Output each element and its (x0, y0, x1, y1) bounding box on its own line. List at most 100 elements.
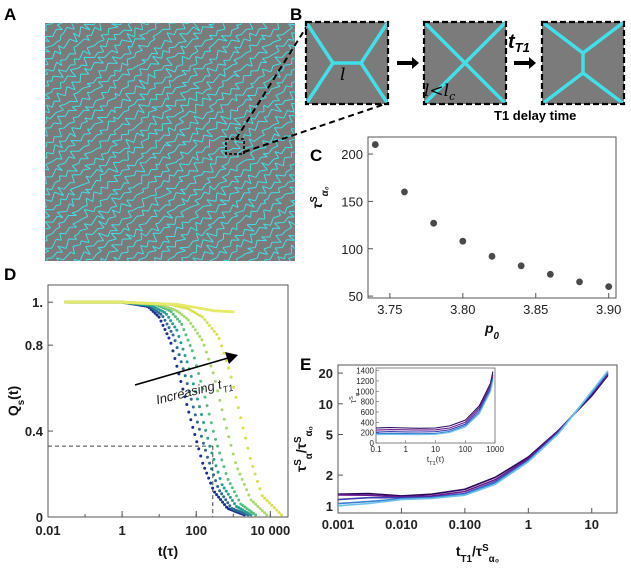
chart-d-point (258, 506, 262, 510)
chart-d-point (241, 426, 245, 430)
chart-e-xtick: 10 (585, 517, 599, 532)
zoom-line-top (235, 25, 308, 140)
chart-d-point (251, 465, 255, 469)
cell-edges (45, 23, 295, 261)
chart-d-point (213, 437, 217, 441)
chart-d-point (165, 312, 169, 316)
chart-d-point (195, 397, 199, 401)
chart-c-ylabel: τSα₀ (309, 186, 331, 208)
chart-d-point (251, 511, 255, 515)
chart-d-point (171, 349, 175, 353)
chart-d-point (175, 364, 179, 368)
increasing-arrowhead-icon (225, 352, 238, 364)
chart-d-point (224, 498, 228, 502)
chart-d-point (210, 467, 214, 471)
panel-c-label: C (310, 146, 322, 165)
chart-d-point (185, 382, 189, 386)
chart-d-point (215, 493, 219, 497)
chart-d-point (201, 441, 205, 445)
chart-d-point (220, 458, 224, 462)
chart-d-point (222, 495, 226, 499)
chart-d-point (204, 428, 208, 432)
chart-d-point (265, 513, 269, 517)
inset-xtick: 1 (404, 445, 409, 454)
chart-d-point (218, 476, 222, 480)
chart-d-point (169, 319, 173, 323)
chart-d-point (182, 328, 186, 332)
chart-d-point (223, 503, 227, 507)
chart-d-point (224, 489, 228, 493)
chart-d-point (187, 410, 191, 414)
chart-d-point (245, 488, 249, 492)
chart-d-point (191, 325, 195, 329)
chart-d-point (162, 310, 166, 314)
chart-d-point (211, 429, 215, 433)
chart-d-point (183, 353, 187, 357)
t1-box-resolved (540, 20, 626, 106)
chart-d-point (189, 397, 193, 401)
chart-c-point (371, 141, 379, 148)
chart-d-point (191, 309, 195, 313)
chart-d-point (214, 479, 218, 483)
chart-d-point (222, 417, 226, 421)
chart-d-point (171, 322, 175, 326)
chart-d-point (196, 312, 200, 316)
chart-d-point (211, 486, 215, 490)
chart-d-point (221, 500, 225, 504)
chart-d-ytick: 0.4 (25, 424, 44, 439)
chart-d-point (203, 448, 207, 452)
chart-d-point (173, 315, 177, 319)
chart-d-point (238, 472, 242, 476)
chart-d-point (195, 331, 199, 335)
chart-d-point (207, 476, 211, 480)
chart-e: 0.001 0.010 0.100 1 101251020tT1/τSα₀τSα/τSα… (293, 364, 618, 565)
t1-transition-sequence (304, 20, 626, 106)
chart-d-point (254, 502, 258, 506)
chart-d-point (214, 464, 218, 468)
chart-d-point (199, 454, 203, 458)
chart-d-point (212, 473, 216, 477)
inset-ytick: 1400 (356, 367, 374, 376)
chart-d-point (173, 325, 177, 329)
chart-d-point (218, 451, 222, 455)
chart-d-point (159, 319, 163, 323)
chart-d-point (173, 357, 177, 361)
chart-d-point (226, 492, 230, 496)
chart-d-point (216, 389, 220, 393)
chart-d-point (193, 413, 197, 417)
chart-d-point (200, 315, 204, 319)
chart-d-point (191, 382, 195, 386)
chart-d-point (155, 313, 159, 317)
chart-d-point (169, 329, 173, 333)
chart-d-point (258, 487, 262, 491)
chart-d-point (265, 498, 269, 502)
inset-ylabel: τSα (349, 392, 361, 403)
t1-box-initial (304, 20, 390, 106)
chart-d-point (247, 493, 251, 497)
chart-d-point (177, 334, 181, 338)
chart-d-point (243, 505, 247, 509)
chart-d-point (225, 505, 229, 509)
chart-d-series (64, 300, 253, 517)
chart-c-xtick: 3.90 (596, 302, 621, 317)
chart-d-point (169, 341, 173, 345)
chart-d-point (231, 310, 235, 314)
chart-d-point (212, 457, 216, 461)
chart-d-xlabel: t(τ) (158, 543, 178, 559)
chart-e-xlabel: tT1/τSα₀ (456, 543, 499, 565)
chart-d-point (188, 343, 192, 347)
chart-d-point (248, 456, 252, 460)
chart-d-point (199, 434, 203, 438)
chart-d-series (64, 300, 283, 517)
chart-e-ytick: 2 (326, 468, 333, 483)
chart-d-point (173, 339, 177, 343)
chart-d-point (203, 318, 207, 322)
chart-d-point (179, 341, 183, 345)
chart-d-point (197, 371, 201, 375)
chart-d-point (246, 446, 250, 450)
chart-d-point (157, 315, 161, 319)
chart-d-point (163, 318, 167, 322)
chart-d-point (232, 385, 236, 389)
chart-d-point (228, 495, 232, 499)
chart-d-point (161, 315, 165, 319)
